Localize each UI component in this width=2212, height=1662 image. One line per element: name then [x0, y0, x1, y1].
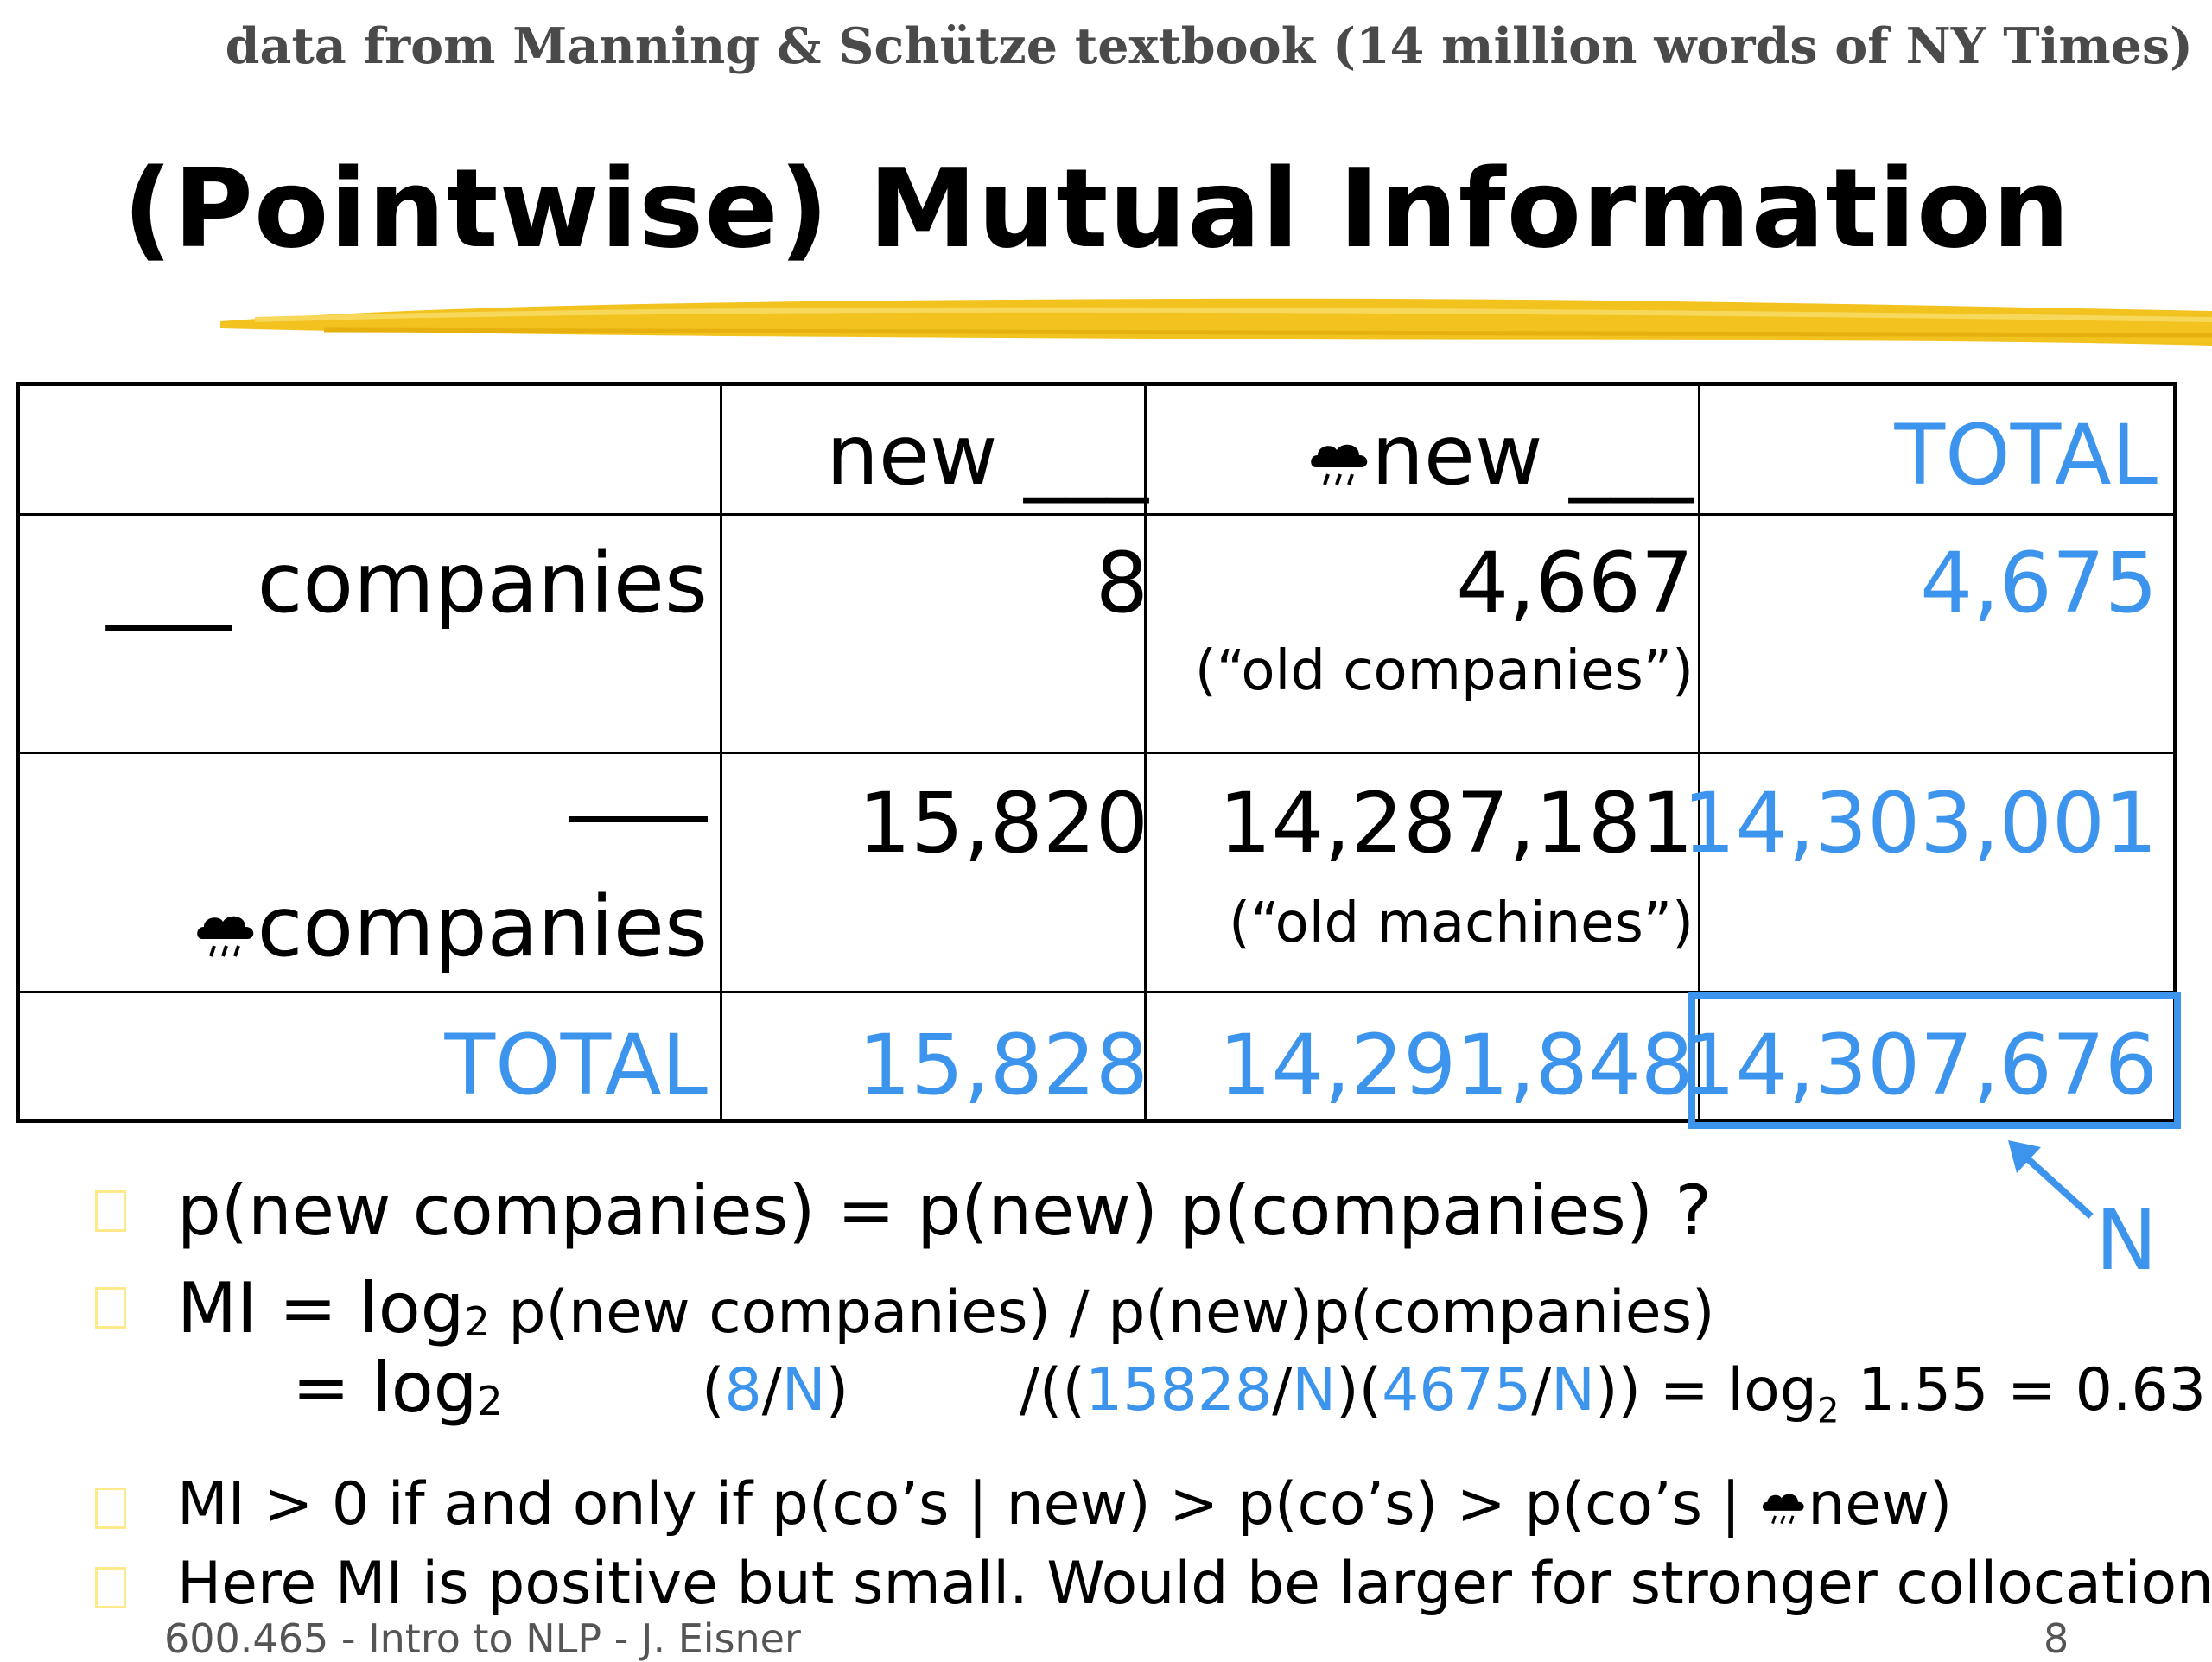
grand-total: 14,307,676 [1682, 1017, 2158, 1113]
bullet-independence-question: p(new companies) = p(new) p(companies) ? [177, 1170, 1712, 1251]
bullet-marker [95, 1567, 126, 1608]
arrow-icon [2008, 1140, 2094, 1219]
note-old-machines: (“old machines”) [1229, 891, 1694, 955]
bullet-marker [95, 1488, 126, 1529]
grand-total-highlight-box [1688, 992, 2181, 1129]
footer-course: 600.465 - Intro to NLP - J. Eisner [164, 1615, 801, 1662]
mi-computation: = log2 [292, 1348, 503, 1428]
col-header-not-new: new ___ [1307, 414, 1694, 503]
n-label: N [2095, 1192, 2158, 1289]
bullet-mi-small: Here MI is positive but small. Would be … [177, 1550, 2212, 1618]
total-companies: 4,675 [1920, 535, 2158, 631]
contingency-table: new ___ new ___ TOTAL ___ companies 8 4,… [16, 382, 2177, 1123]
row-label-companies: ___ companies [106, 535, 708, 631]
cell-notnew-notcompanies: 14,287,181 [1218, 775, 1694, 872]
rain-cloud-icon [1759, 1474, 1808, 1542]
bullet-mi-definition: MI = log2 p(new companies) / p(new)p(com… [177, 1268, 1715, 1348]
total-notnew: 14,291,848 [1218, 1017, 1694, 1113]
total-new: 15,828 [858, 1017, 1148, 1113]
title-highlight-stroke [220, 298, 2212, 346]
bullet-marker [95, 1190, 126, 1232]
cell-notnew-companies: 4,667 [1456, 535, 1694, 631]
rain-cloud-icon [1307, 420, 1371, 503]
rain-cloud-icon [194, 891, 257, 974]
source-note: data from Manning & Schütze textbook (14… [225, 17, 2193, 75]
row-label-blank [569, 782, 708, 822]
row-label-total: TOTAL [444, 1017, 708, 1113]
cell-new-companies: 8 [1095, 535, 1148, 631]
total-notcompanies: 14,303,001 [1682, 775, 2158, 872]
bullet-mi-positive-condition: MI > 0 if and only if p(co’s | new) > p(… [177, 1470, 1952, 1542]
mi-denominator: /((15828/N)(4675/N)) = log2 1.55 = 0.63 [1020, 1356, 2207, 1431]
col-header-total: TOTAL [1894, 407, 2158, 504]
cell-new-notcompanies: 15,820 [858, 775, 1148, 872]
row-label-not-companies: companies [194, 885, 708, 974]
slide-title: (Pointwise) Mutual Information [123, 145, 2071, 272]
bullet-marker [95, 1287, 126, 1329]
col-header-new: new ___ [826, 407, 1148, 504]
page-number: 8 [2044, 1615, 2069, 1662]
mi-numerator: (8/N) [702, 1356, 849, 1424]
note-old-companies: (“old companies”) [1194, 639, 1694, 703]
